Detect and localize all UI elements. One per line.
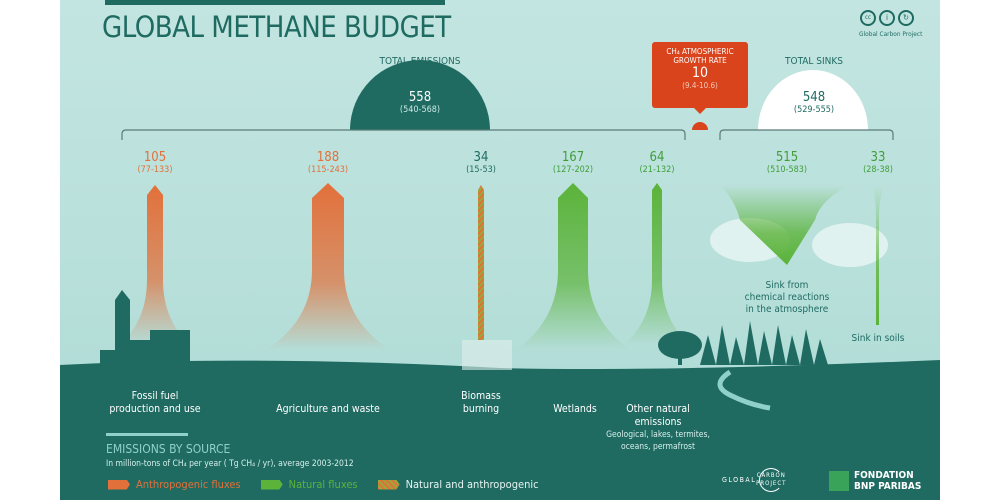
sink-atmosphere-label: Sink from chemical reactions in the atmosp… [745, 280, 830, 316]
legend: Anthropogenic fluxes Natural fluxes Natu… [108, 478, 539, 491]
growth-rate-label-2: GROWTH RATE [673, 56, 727, 65]
biomass-arrow [478, 185, 484, 340]
growth-rate-pointer [694, 108, 706, 120]
other-arrow [624, 183, 690, 345]
total-emissions-value: 558 [408, 90, 432, 105]
range: (127-202) [552, 165, 594, 175]
l3: Geological, lakes, termites, [606, 430, 710, 440]
sa-icon: ↻ [898, 10, 914, 26]
growth-rate-range: (9.4-10.6) [682, 81, 718, 90]
total-emissions-label: TOTAL EMISSIONS [379, 56, 461, 67]
gcp-1: GLOBAL [722, 476, 757, 484]
value: 33 [870, 150, 886, 165]
total-sinks-value: 548 [802, 90, 826, 105]
l1: Sink from [765, 280, 809, 291]
bnp-star-icon [829, 471, 849, 491]
trees [700, 321, 828, 365]
l4: oceans, permafrost [621, 442, 695, 452]
l2: chemical reactions [744, 292, 830, 303]
gcp-2: CARBON [756, 472, 786, 479]
label-wetlands: Wetlands [553, 403, 597, 415]
l1: Biomass [461, 390, 501, 402]
cc-license[interactable]: cc i ↻ [860, 10, 914, 26]
total-sinks-range: (529-555) [793, 105, 835, 115]
title-bar [105, 0, 445, 5]
l2: burning [462, 403, 500, 415]
natural-swatch [260, 479, 283, 490]
fossil-arrow [120, 185, 190, 345]
value: 515 [775, 150, 799, 165]
range: (15-53) [466, 165, 496, 175]
growth-rate-label-1: CH₄ ATMOSPHERIC [666, 47, 734, 56]
emissions-dome [350, 60, 490, 130]
label-other: Other natural emissions Geological, lakes,… [606, 403, 710, 453]
gcp-circle: CARBON PROJECT [756, 468, 787, 492]
source-wetlands: 167 (127-202) [553, 150, 593, 175]
atmosphere-sink-funnel [720, 185, 850, 265]
value: 64 [649, 150, 665, 165]
gcp-3: PROJECT [756, 480, 787, 487]
range: (21-132) [639, 165, 675, 175]
source-agriculture: 188 (115-243) [308, 150, 348, 175]
infographic-panel: GLOBAL METHANE BUDGET cc i ↻ Global Carb… [60, 0, 940, 500]
source-other: 64 (21-132) [640, 150, 675, 175]
growth-dot [692, 122, 708, 130]
bnp-2: BNP PARIBAS [854, 481, 922, 492]
total-emissions-range: (540-568) [399, 105, 441, 115]
wetlands-arrow [516, 183, 630, 350]
total-sinks-label: TOTAL SINKS [784, 56, 844, 67]
range: (77-133) [137, 165, 173, 175]
ground [60, 360, 940, 500]
cc-icon: cc [860, 10, 876, 26]
river [717, 369, 771, 411]
value: 188 [316, 150, 340, 165]
l2: emissions [634, 416, 682, 428]
legend-subtitle: In million-tons of CH₄ per year ( Tg CH₄… [106, 459, 354, 469]
by-icon: i [879, 10, 895, 26]
sink-soils: 33 (28-38) [863, 150, 893, 175]
l2: production and use [109, 403, 201, 415]
anthropogenic-swatch [108, 479, 130, 490]
l1: Other natural [626, 403, 690, 415]
l1: Fossil fuel [131, 390, 179, 402]
legend-anthropogenic: Anthropogenic fluxes [136, 478, 241, 491]
soil-sink-bar [872, 185, 884, 325]
label-agriculture: Agriculture and waste [276, 403, 380, 415]
page-title: GLOBAL METHANE BUDGET [102, 10, 451, 44]
scene-illustration [60, 60, 940, 500]
value: 105 [143, 150, 167, 165]
factory [100, 290, 190, 365]
label-biomass: Biomass burning [461, 390, 501, 416]
license-label: Global Carbon Project [859, 30, 923, 38]
legend-mixed: Natural and anthropogenic [405, 478, 539, 491]
range: (510-583) [766, 165, 808, 175]
legend-title: EMISSIONS BY SOURCE [106, 442, 231, 456]
sinks-dome [758, 70, 868, 130]
value: 167 [561, 150, 585, 165]
mixed-swatch [377, 479, 400, 490]
emissions-bracket [121, 129, 686, 140]
label-fossil: Fossil fuel production and use [109, 390, 200, 416]
legend-rule [106, 433, 188, 436]
bnp-1: FONDATION [854, 470, 914, 481]
growth-rate-value: 10 [691, 65, 709, 81]
bnp-logo: FONDATION BNP PARIBAS [829, 470, 921, 492]
range: (28-38) [863, 165, 893, 175]
gcp-logo: GLOBAL CARBON PROJECT [722, 468, 787, 492]
sink-atmosphere: 515 (510-583) [767, 150, 807, 175]
source-biomass: 34 (15-53) [466, 150, 496, 175]
sink-soils-label: Sink in soils [851, 333, 905, 344]
sinks-bracket [719, 129, 894, 140]
source-fossil: 105 (77-133) [138, 150, 173, 175]
legend-natural: Natural fluxes [288, 478, 358, 491]
agriculture-arrow [266, 183, 390, 350]
range: (115-243) [307, 165, 349, 175]
value: 34 [473, 150, 489, 165]
growth-rate-box: CH₄ ATMOSPHERIC GROWTH RATE 10 (9.4-10.6… [652, 42, 748, 108]
l3: in the atmosphere [745, 304, 829, 315]
